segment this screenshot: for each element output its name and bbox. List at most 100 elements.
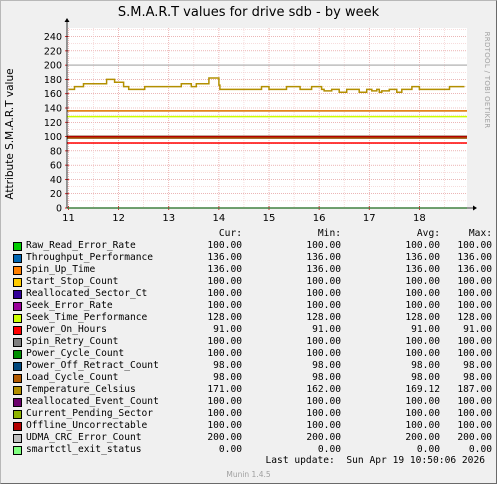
col-avg-header: Avg: bbox=[416, 228, 440, 239]
legend-avg-value: 100.00 bbox=[405, 240, 440, 251]
y-axis-label: Attribute S.M.A.R.T value bbox=[4, 68, 16, 200]
legend-row-throughput-performance: Throughput_Performance 136.00 136.00 136.00… bbox=[0, 252, 497, 264]
legend-min-value: 100.00 bbox=[306, 240, 341, 251]
legend-max-value: 98.00 bbox=[463, 360, 492, 371]
legend-min-value: 100.00 bbox=[306, 420, 341, 431]
legend-series-name: Start_Stop_Count bbox=[26, 276, 119, 287]
legend-series-name: Power_Off_Retract_Count bbox=[26, 360, 159, 371]
legend-avg-value: 0.00 bbox=[416, 444, 440, 455]
legend-series-name: Seek_Error_Rate bbox=[26, 300, 113, 311]
legend-avg-value: 100.00 bbox=[405, 336, 440, 347]
legend-series-name: smartctl_exit_status bbox=[26, 444, 142, 455]
legend-series-name: Offline_Uncorrectable bbox=[26, 420, 148, 431]
legend-max-value: 128.00 bbox=[457, 312, 492, 323]
legend-row-raw-read-error-rate: Raw_Read_Error_Rate 100.00 100.00 100.00 100… bbox=[0, 240, 497, 252]
legend-swatch bbox=[13, 350, 22, 359]
legend-swatch bbox=[13, 446, 22, 455]
legend-cur-value: 100.00 bbox=[207, 408, 242, 419]
legend-max-value: 100.00 bbox=[457, 300, 492, 311]
legend-header: Cur: Min: Avg: Max: bbox=[0, 228, 497, 240]
legend-max-value: 0.00 bbox=[468, 444, 492, 455]
x-tick-label: 12 bbox=[112, 213, 125, 224]
legend-cur-value: 100.00 bbox=[207, 396, 242, 407]
legend-avg-value: 200.00 bbox=[405, 432, 440, 443]
legend-row-start-stop-count: Start_Stop_Count 100.00 100.00 100.00 100.00 bbox=[0, 276, 497, 288]
x-tick-label: 17 bbox=[363, 213, 376, 224]
legend-row-reallocated-sector-ct: Reallocated_Sector_Ct 100.00 100.00 100.00 1… bbox=[0, 288, 497, 300]
legend-min-value: 200.00 bbox=[306, 432, 341, 443]
legend-min-value: 128.00 bbox=[306, 312, 341, 323]
legend-row-seek-error-rate: Seek_Error_Rate 100.00 100.00 100.00 100.00 bbox=[0, 300, 497, 312]
last-update-label: Last update: bbox=[265, 455, 335, 466]
legend-min-value: 100.00 bbox=[306, 276, 341, 287]
x-tick-label: 16 bbox=[313, 213, 326, 224]
legend-swatch bbox=[13, 338, 22, 347]
legend-swatch bbox=[13, 326, 22, 335]
legend-swatch bbox=[13, 290, 22, 299]
legend-series-name: UDMA_CRC_Error_Count bbox=[26, 432, 142, 443]
y-tick-label: 0 bbox=[56, 204, 62, 215]
munin-version: Munin 1.4.5 bbox=[226, 470, 271, 479]
legend-avg-value: 100.00 bbox=[405, 396, 440, 407]
x-tick-label: 11 bbox=[62, 213, 75, 224]
legend-row-offline-uncorrectable: Offline_Uncorrectable 100.00 100.00 100.00 1… bbox=[0, 420, 497, 432]
legend-avg-value: 100.00 bbox=[405, 348, 440, 359]
legend-avg-value: 100.00 bbox=[405, 300, 440, 311]
legend-max-value: 100.00 bbox=[457, 348, 492, 359]
legend-cur-value: 171.00 bbox=[207, 384, 242, 395]
legend-avg-value: 100.00 bbox=[405, 276, 440, 287]
x-tick-label: 15 bbox=[263, 213, 276, 224]
col-max-header: Max: bbox=[468, 228, 492, 239]
legend-row-udma-crc-error-count: UDMA_CRC_Error_Count 200.00 200.00 200.00 20… bbox=[0, 432, 497, 444]
legend-min-value: 136.00 bbox=[306, 252, 341, 263]
legend-min-value: 98.00 bbox=[312, 360, 341, 371]
x-tick-label: 14 bbox=[213, 213, 226, 224]
legend-row-reallocated-event-count: Reallocated_Event_Count 100.00 100.00 100.0… bbox=[0, 396, 497, 408]
legend-min-value: 91.00 bbox=[312, 324, 341, 335]
plot-background bbox=[67, 28, 467, 208]
legend-series-name: Load_Cycle_Count bbox=[26, 372, 119, 383]
col-min-header: Min: bbox=[317, 228, 341, 239]
x-tick-label: 18 bbox=[413, 213, 426, 224]
legend-series-name: Reallocated_Sector_Ct bbox=[26, 288, 148, 299]
legend-row-load-cycle-count: Load_Cycle_Count 98.00 98.00 98.00 98.00 bbox=[0, 372, 497, 384]
y-tick-label: 200 bbox=[44, 61, 62, 72]
y-tick-label: 120 bbox=[44, 118, 62, 129]
legend-min-value: 100.00 bbox=[306, 348, 341, 359]
legend-min-value: 0.00 bbox=[317, 444, 341, 455]
rrdtool-watermark: RRDTOOL / TOBI OETIKER bbox=[483, 31, 491, 129]
legend-cur-value: 98.00 bbox=[213, 360, 242, 371]
legend-row-spin-up-time: Spin_Up_Time 136.00 136.00 136.00 136.00 bbox=[0, 264, 497, 276]
legend-max-value: 187.00 bbox=[457, 384, 492, 395]
legend-swatch bbox=[13, 266, 22, 275]
legend-series-name: Reallocated_Event_Count bbox=[26, 396, 159, 407]
y-tick-label: 40 bbox=[50, 175, 62, 186]
legend-row-seek-time-performance: Seek_Time_Performance 128.00 128.00 128.00 1… bbox=[0, 312, 497, 324]
legend-max-value: 100.00 bbox=[457, 408, 492, 419]
legend-avg-value: 128.00 bbox=[405, 312, 440, 323]
legend-row-current-pending-sector: Current_Pending_Sector 100.00 100.00 100.00… bbox=[0, 408, 497, 420]
legend-series-name: Power_On_Hours bbox=[26, 324, 107, 335]
legend-series-name: Seek_Time_Performance bbox=[26, 312, 148, 323]
legend-cur-value: 91.00 bbox=[213, 324, 242, 335]
legend-avg-value: 91.00 bbox=[411, 324, 440, 335]
legend-avg-value: 98.00 bbox=[411, 360, 440, 371]
legend-swatch bbox=[13, 278, 22, 287]
legend-max-value: 100.00 bbox=[457, 336, 492, 347]
legend-avg-value: 100.00 bbox=[405, 420, 440, 431]
legend-max-value: 100.00 bbox=[457, 396, 492, 407]
legend-avg-value: 100.00 bbox=[405, 408, 440, 419]
series-line-temperature-celsius bbox=[68, 77, 465, 94]
legend-swatch bbox=[13, 398, 22, 407]
legend-min-value: 162.00 bbox=[306, 384, 341, 395]
chart-title: S.M.A.R.T values for drive sdb - by week bbox=[117, 5, 380, 20]
x-tick-label: 13 bbox=[162, 213, 175, 224]
legend-cur-value: 0.00 bbox=[218, 444, 242, 455]
legend-min-value: 100.00 bbox=[306, 396, 341, 407]
legend-min-value: 98.00 bbox=[312, 372, 341, 383]
legend-swatch bbox=[13, 374, 22, 383]
y-axis-arrow bbox=[64, 18, 70, 22]
y-tick-label: 60 bbox=[50, 161, 62, 172]
legend-swatch bbox=[13, 242, 22, 251]
